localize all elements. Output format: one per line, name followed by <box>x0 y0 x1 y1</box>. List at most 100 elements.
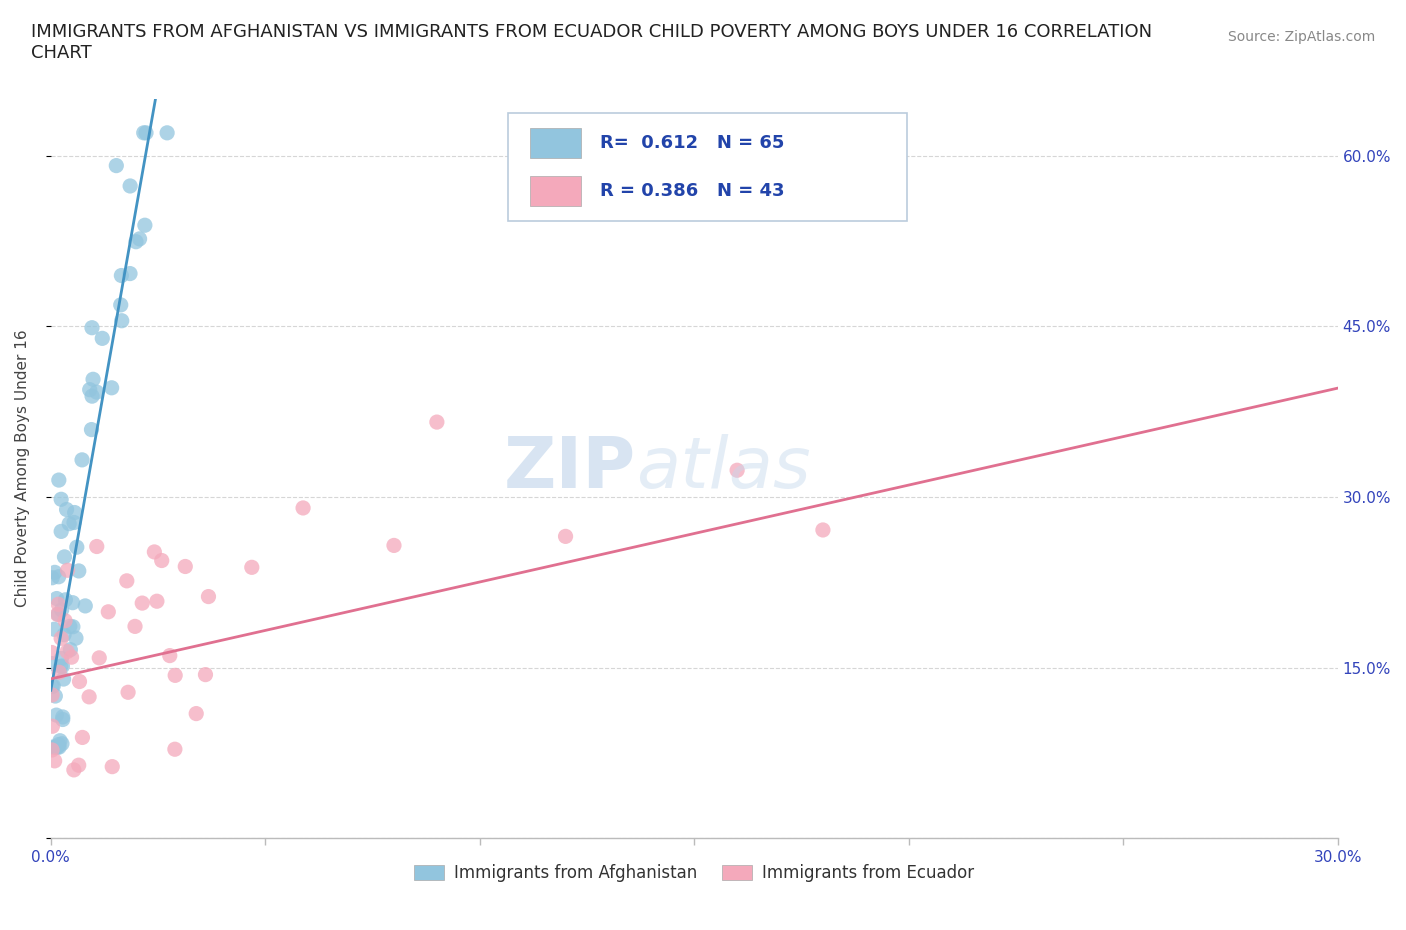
Point <box>44 739 66 754</box>
Point <box>59 619 82 634</box>
Point <box>46 607 69 622</box>
Point <box>51 651 73 666</box>
Point <box>41 719 63 734</box>
Point <box>86 539 108 554</box>
Point <box>51 658 73 673</box>
Point <box>91 331 114 346</box>
Point <box>186 706 208 721</box>
Point <box>135 126 157 140</box>
Point <box>52 712 75 727</box>
Point <box>86 385 108 400</box>
Point <box>56 644 79 659</box>
Point <box>131 595 153 610</box>
Point <box>63 505 86 520</box>
Point <box>51 737 73 751</box>
Point <box>60 650 83 665</box>
Point <box>115 574 138 589</box>
Point <box>49 658 72 673</box>
Point <box>53 627 76 642</box>
Text: ZIP: ZIP <box>505 434 637 503</box>
Point <box>811 523 834 538</box>
Point <box>52 671 75 686</box>
Point <box>41 742 63 757</box>
Point <box>51 524 73 538</box>
Text: R=  0.612   N = 65: R= 0.612 N = 65 <box>600 134 785 153</box>
Point <box>194 667 217 682</box>
Point <box>65 631 87 645</box>
Point <box>163 742 186 757</box>
Point <box>62 595 84 610</box>
Point <box>41 687 63 702</box>
Point <box>554 529 576 544</box>
Point <box>46 607 69 622</box>
Point <box>59 643 82 658</box>
Point <box>69 674 91 689</box>
Point <box>79 382 101 397</box>
Point <box>75 599 97 614</box>
Legend: Immigrants from Afghanistan, Immigrants from Ecuador: Immigrants from Afghanistan, Immigrants … <box>408 857 981 889</box>
Point <box>150 553 173 568</box>
Point <box>62 619 84 634</box>
Point <box>120 179 142 193</box>
Point <box>143 544 166 559</box>
Point <box>46 739 69 754</box>
Point <box>382 538 405 552</box>
Point <box>80 320 103 335</box>
Point <box>42 679 65 694</box>
Text: atlas: atlas <box>637 434 811 503</box>
Point <box>89 650 111 665</box>
Point <box>44 753 66 768</box>
Point <box>117 684 139 699</box>
Point <box>70 452 93 467</box>
Point <box>53 613 76 628</box>
Point <box>725 463 748 478</box>
Point <box>110 268 132 283</box>
Y-axis label: Child Poverty Among Boys Under 16: Child Poverty Among Boys Under 16 <box>15 329 30 607</box>
Point <box>124 619 146 634</box>
Point <box>41 679 63 694</box>
Point <box>48 569 70 584</box>
Point <box>165 668 187 683</box>
Point <box>146 593 169 608</box>
Point <box>67 564 90 578</box>
Point <box>63 763 86 777</box>
Point <box>44 565 66 579</box>
Point <box>197 589 219 604</box>
Point <box>45 739 67 754</box>
Point <box>49 733 72 748</box>
Point <box>56 563 79 578</box>
Point <box>48 739 70 754</box>
Point <box>80 422 103 437</box>
Point <box>156 126 179 140</box>
Point <box>52 710 75 724</box>
Point <box>41 657 63 671</box>
Point <box>49 631 72 645</box>
Point <box>77 689 100 704</box>
Point <box>111 313 134 328</box>
Bar <box>530 128 581 158</box>
Point <box>46 597 69 612</box>
Point <box>97 604 120 619</box>
Point <box>48 665 70 680</box>
Text: IMMIGRANTS FROM AFGHANISTAN VS IMMIGRANTS FROM ECUADOR CHILD POVERTY AMONG BOYS : IMMIGRANTS FROM AFGHANISTAN VS IMMIGRANT… <box>31 23 1152 62</box>
Point <box>128 232 150 246</box>
Text: Source: ZipAtlas.com: Source: ZipAtlas.com <box>1227 30 1375 44</box>
Point <box>82 372 104 387</box>
Point <box>48 472 70 487</box>
Point <box>125 234 148 249</box>
Point <box>41 645 63 660</box>
Point <box>174 559 197 574</box>
Point <box>66 539 89 554</box>
Point <box>105 158 128 173</box>
Bar <box>530 177 581 206</box>
Point <box>44 688 66 703</box>
Point <box>45 708 67 723</box>
Point <box>53 550 76 565</box>
Point <box>48 737 70 752</box>
Point <box>41 570 63 585</box>
Point <box>44 622 66 637</box>
Point <box>55 502 77 517</box>
Point <box>118 266 141 281</box>
Point <box>41 739 63 754</box>
Point <box>134 218 156 232</box>
